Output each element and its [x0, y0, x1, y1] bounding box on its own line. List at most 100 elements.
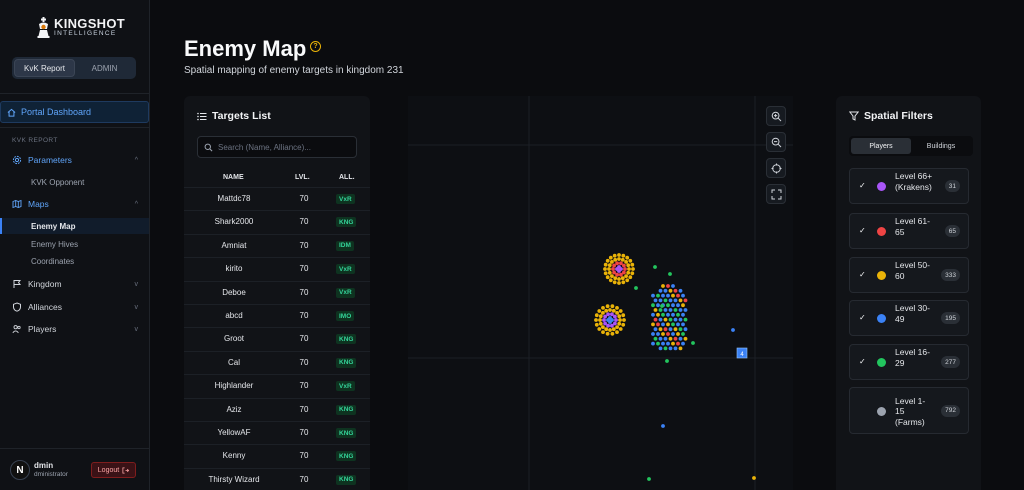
player-dot[interactable] [597, 309, 602, 313]
player-dot[interactable] [619, 272, 623, 277]
player-dot[interactable] [661, 293, 665, 298]
player-dot[interactable] [663, 327, 668, 332]
table-row[interactable]: Shark2000 70 KNG [184, 210, 370, 233]
player-dot[interactable] [620, 257, 625, 262]
player-dot[interactable] [666, 322, 670, 327]
player-dot[interactable] [653, 265, 657, 269]
player-dot[interactable] [663, 308, 668, 312]
player-dot[interactable] [671, 341, 675, 346]
player-dot[interactable] [617, 321, 622, 326]
filter-item[interactable]: ✓ Level 16-29 277 [849, 344, 969, 380]
logout-button[interactable]: Logout [91, 462, 136, 478]
player-dot[interactable] [630, 262, 635, 267]
player-dot[interactable] [681, 303, 685, 308]
player-dot[interactable] [610, 304, 615, 309]
player-dot[interactable] [651, 322, 655, 327]
player-dot[interactable] [651, 293, 655, 298]
player-dot[interactable] [671, 322, 675, 327]
mode-kvk-report[interactable]: KvK Report [14, 59, 75, 77]
player-dot[interactable] [597, 327, 602, 331]
player-dot[interactable] [651, 332, 655, 336]
player-dot[interactable] [610, 274, 614, 278]
sidebar-item-alliances[interactable]: Alliances v [12, 300, 138, 314]
player-dot[interactable] [621, 253, 626, 258]
player-dot[interactable] [603, 271, 608, 276]
player-dot[interactable] [625, 255, 630, 260]
filter-item[interactable]: ✓ Level 50-60 333 [849, 257, 969, 293]
player-dot[interactable] [681, 341, 685, 346]
player-dot[interactable] [661, 332, 665, 336]
player-dot[interactable] [607, 263, 612, 268]
player-dot[interactable] [678, 336, 683, 341]
sidebar-subitem-coordinates[interactable]: Coordinates [31, 257, 75, 266]
zoom-out-button[interactable] [766, 132, 786, 152]
player-dot[interactable] [601, 330, 605, 334]
player-dot[interactable] [594, 318, 598, 322]
player-dot[interactable] [608, 328, 612, 332]
map-canvas[interactable]: 4 [408, 96, 793, 490]
player-dot[interactable] [627, 267, 631, 271]
player-dot[interactable] [668, 317, 673, 322]
player-dot[interactable] [622, 263, 626, 268]
player-dot[interactable] [676, 293, 680, 298]
player-dot[interactable] [681, 312, 685, 317]
player-dot[interactable] [665, 359, 669, 363]
player-dot[interactable] [598, 314, 603, 319]
sidebar-item-kingdom[interactable]: Kingdom v [12, 277, 138, 291]
player-dot[interactable] [658, 288, 663, 293]
player-dot[interactable] [605, 258, 610, 263]
player-dot[interactable] [666, 284, 670, 288]
player-dot[interactable] [668, 327, 673, 332]
player-dot[interactable] [603, 262, 608, 267]
player-dot[interactable] [612, 263, 616, 268]
filter-item[interactable]: ✓ Level 30-49 195 [849, 300, 969, 336]
player-dot[interactable] [606, 323, 610, 328]
player-dot[interactable] [671, 312, 675, 317]
player-dot[interactable] [621, 313, 626, 318]
player-dot[interactable] [621, 280, 626, 285]
player-dot[interactable] [658, 327, 663, 332]
player-dot[interactable] [625, 278, 630, 283]
player-dot[interactable] [656, 341, 660, 346]
player-dot[interactable] [661, 424, 665, 428]
table-row[interactable]: abcd 70 IMO [184, 304, 370, 327]
player-dot[interactable] [618, 327, 623, 331]
player-dot[interactable] [619, 261, 623, 266]
table-row[interactable]: Amniat 70 IDM [184, 233, 370, 257]
table-row[interactable]: Mattdc78 70 VxR [184, 187, 370, 210]
sidebar-item-maps[interactable]: Maps ^ [12, 197, 138, 211]
player-dot[interactable] [656, 322, 660, 327]
player-dot[interactable] [615, 311, 619, 315]
player-dot[interactable] [626, 263, 631, 268]
player-dot[interactable] [666, 303, 670, 308]
player-dot[interactable] [658, 346, 663, 351]
player-dot[interactable] [658, 336, 663, 341]
player-dot[interactable] [604, 327, 609, 332]
player-dot[interactable] [601, 306, 605, 310]
filter-item[interactable]: ✓ Level 66+ (Krakens) 31 [849, 168, 969, 204]
player-dot[interactable] [610, 323, 614, 328]
player-dot[interactable] [611, 327, 616, 332]
player-dot[interactable] [615, 306, 619, 310]
player-dot[interactable] [666, 332, 670, 336]
player-dot[interactable] [666, 312, 670, 317]
player-dot[interactable] [656, 293, 660, 298]
player-dot[interactable] [651, 341, 655, 346]
player-dot[interactable] [676, 332, 680, 336]
player-dot[interactable] [691, 341, 695, 345]
player-dot[interactable] [617, 257, 621, 261]
player-dot[interactable] [628, 275, 633, 280]
player-dot[interactable] [606, 312, 610, 317]
player-dot[interactable] [653, 327, 658, 332]
player-dot[interactable] [601, 311, 605, 315]
player-dot[interactable] [611, 267, 615, 271]
player-dot[interactable] [605, 304, 610, 309]
player-dot[interactable] [671, 293, 675, 298]
table-row[interactable]: Aziz 70 KNG [184, 397, 370, 421]
tab-players[interactable]: Players [851, 138, 911, 154]
player-dot[interactable] [661, 312, 665, 317]
player-dot[interactable] [617, 253, 621, 257]
player-dot[interactable] [752, 476, 756, 480]
player-dot[interactable] [610, 312, 614, 317]
player-dot[interactable] [658, 308, 663, 312]
